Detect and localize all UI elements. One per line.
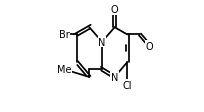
Text: O: O bbox=[146, 41, 153, 51]
Text: O: O bbox=[111, 5, 119, 15]
Text: N: N bbox=[98, 37, 106, 47]
Text: Cl: Cl bbox=[123, 80, 132, 90]
Text: Me: Me bbox=[57, 65, 71, 75]
Text: N: N bbox=[111, 72, 118, 82]
Text: Br: Br bbox=[59, 30, 69, 40]
